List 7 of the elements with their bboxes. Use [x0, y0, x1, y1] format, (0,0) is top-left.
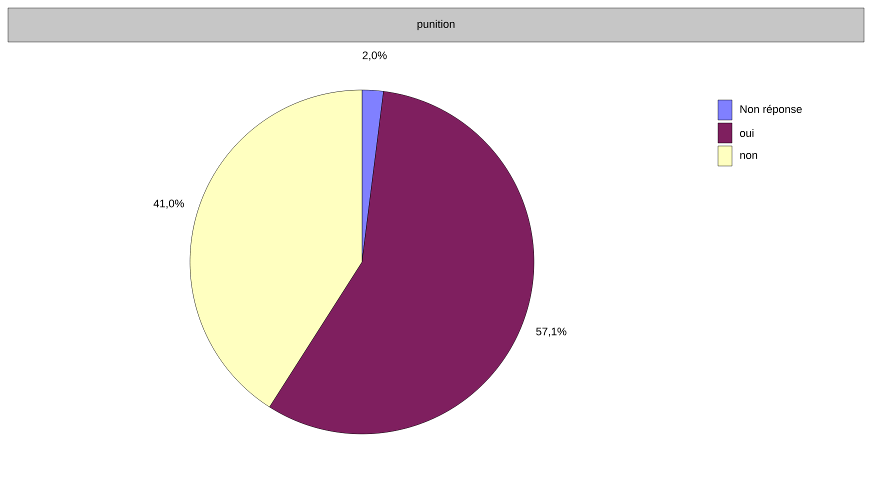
data-label: 57,1%	[536, 328, 566, 337]
chart-title: punition	[418, 20, 454, 30]
data-label: 2,0%	[362, 51, 387, 61]
legend-label: oui	[740, 128, 754, 138]
data-label: 41,0%	[154, 200, 184, 209]
legend-label: Non réponse	[740, 104, 802, 116]
legend-label: non	[740, 152, 758, 159]
